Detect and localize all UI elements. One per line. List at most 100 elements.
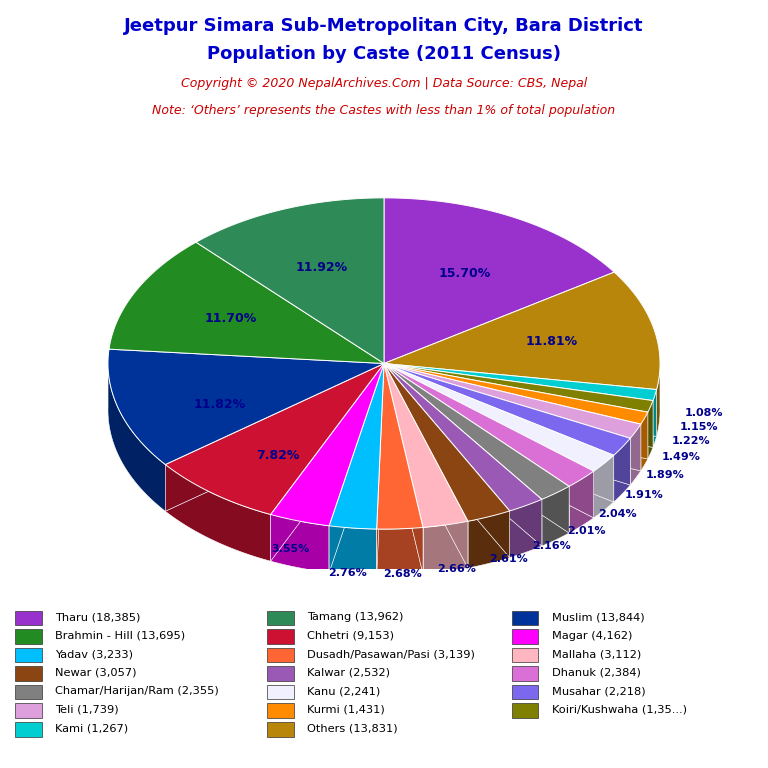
Text: Others (13,831): Others (13,831) [307,723,398,733]
Polygon shape [165,363,384,515]
Text: Kalwar (2,532): Kalwar (2,532) [307,668,390,678]
Polygon shape [384,363,542,511]
Polygon shape [384,363,468,528]
Polygon shape [384,363,653,447]
Polygon shape [510,499,542,558]
Polygon shape [109,242,384,363]
Bar [267,703,293,718]
Polygon shape [108,349,384,465]
Polygon shape [384,363,641,471]
Bar [15,722,41,737]
Bar [15,685,41,700]
Text: 11.70%: 11.70% [204,312,257,325]
Polygon shape [384,363,614,471]
Polygon shape [384,363,594,486]
Polygon shape [384,363,510,558]
Polygon shape [384,363,423,574]
Text: 2.04%: 2.04% [598,508,637,518]
Text: 11.81%: 11.81% [525,336,578,348]
Polygon shape [384,363,542,546]
Text: Note: ‘Others’ represents the Castes with less than 1% of total population: Note: ‘Others’ represents the Castes wit… [152,104,616,117]
Text: Magar (4,162): Magar (4,162) [552,631,632,641]
Text: 1.89%: 1.89% [646,470,685,480]
Text: 2.61%: 2.61% [488,554,528,564]
Text: 1.22%: 1.22% [672,436,710,446]
Polygon shape [384,363,648,459]
Polygon shape [384,272,660,389]
Polygon shape [376,363,384,576]
Bar [512,703,538,718]
Polygon shape [384,198,614,363]
Polygon shape [384,363,510,558]
Text: Koiri/Kushwaha (1,35...): Koiri/Kushwaha (1,35...) [552,705,687,715]
Text: Newar (3,057): Newar (3,057) [55,668,137,678]
Bar [512,667,538,681]
Polygon shape [270,363,384,526]
Polygon shape [196,198,384,363]
Polygon shape [384,363,641,439]
Polygon shape [384,363,631,485]
Polygon shape [329,363,384,529]
Text: 2.76%: 2.76% [328,568,366,578]
Polygon shape [657,360,660,436]
Text: 11.92%: 11.92% [296,261,347,274]
Bar [512,611,538,625]
Polygon shape [165,363,384,511]
Polygon shape [384,363,657,436]
Polygon shape [270,363,384,561]
Text: Chhetri (9,153): Chhetri (9,153) [307,631,394,641]
Polygon shape [614,439,631,502]
Text: 7.82%: 7.82% [257,449,300,462]
Polygon shape [165,363,384,511]
Polygon shape [384,363,653,412]
Polygon shape [648,401,653,459]
Text: 3.55%: 3.55% [272,544,310,554]
Polygon shape [384,363,569,533]
Polygon shape [329,526,376,576]
Polygon shape [384,363,594,518]
Bar [512,629,538,644]
Text: Tamang (13,962): Tamang (13,962) [307,612,404,622]
Polygon shape [384,363,631,455]
Text: 1.15%: 1.15% [680,422,718,432]
Text: 11.82%: 11.82% [194,398,246,411]
Bar [267,722,293,737]
Polygon shape [653,389,657,447]
Text: 2.68%: 2.68% [383,568,422,578]
Text: Teli (1,739): Teli (1,739) [55,705,119,715]
Polygon shape [384,363,657,436]
Polygon shape [270,363,384,561]
Polygon shape [376,528,423,576]
Polygon shape [384,363,648,459]
Text: Brahmin - Hill (13,695): Brahmin - Hill (13,695) [55,631,185,641]
Polygon shape [569,471,594,533]
Polygon shape [468,511,510,568]
Bar [15,667,41,681]
Polygon shape [594,455,614,518]
Polygon shape [384,363,614,502]
Text: 1.91%: 1.91% [624,490,663,500]
Polygon shape [631,424,641,485]
Polygon shape [384,363,631,485]
Polygon shape [384,363,653,447]
Polygon shape [270,515,329,572]
Text: Population by Caste (2011 Census): Population by Caste (2011 Census) [207,45,561,62]
Polygon shape [376,363,384,576]
Polygon shape [384,363,510,521]
Text: 1.49%: 1.49% [662,452,700,462]
Polygon shape [384,363,648,424]
Polygon shape [384,363,423,574]
Polygon shape [384,363,594,518]
Polygon shape [376,363,423,529]
Bar [267,667,293,681]
Text: 2.16%: 2.16% [532,541,571,551]
Text: Musahar (2,218): Musahar (2,218) [552,687,645,697]
Polygon shape [165,465,270,561]
Text: 15.70%: 15.70% [439,266,492,280]
Bar [267,685,293,700]
Text: Dhanuk (2,384): Dhanuk (2,384) [552,668,641,678]
Text: Kanu (2,241): Kanu (2,241) [307,687,380,697]
Polygon shape [329,363,384,572]
Polygon shape [384,363,657,401]
Polygon shape [384,363,468,568]
